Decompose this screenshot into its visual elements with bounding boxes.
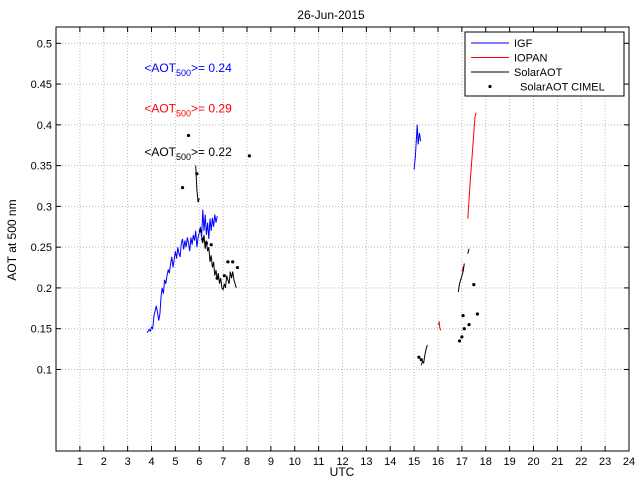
cimel-point xyxy=(461,314,465,318)
x-tick-label: 23 xyxy=(599,456,611,468)
x-tick-label: 7 xyxy=(220,456,226,468)
x-tick-label: 1 xyxy=(77,456,83,468)
x-axis-label: UTC xyxy=(330,465,355,479)
legend: IGF IOPAN SolarAOT SolarAOT CIMEL xyxy=(464,31,625,97)
x-tick-label: 6 xyxy=(196,456,202,468)
x-tick-label: 3 xyxy=(125,456,131,468)
legend-label-iopan: IOPAN xyxy=(514,53,547,65)
mean-aot-annotation: <AOT500>= 0.22 xyxy=(144,145,232,162)
cimel-point xyxy=(186,133,191,138)
annotations: <AOT500>= 0.24 <AOT500>= 0.29 <AOT500>= 0.… xyxy=(144,61,232,162)
series-line-iopan xyxy=(467,112,477,219)
legend-swatch-solaraot-cimel xyxy=(488,84,492,89)
cimel-point xyxy=(475,312,479,316)
x-tick-label: 17 xyxy=(456,456,468,468)
data-layer xyxy=(146,112,479,366)
x-tick-label: 16 xyxy=(432,456,444,468)
y-tick-label: 0.1 xyxy=(37,364,52,376)
cimel-point xyxy=(198,229,203,233)
y-tick-label: 0.45 xyxy=(31,79,52,91)
legend-label-solaraot: SolarAOT xyxy=(514,67,563,79)
cimel-point xyxy=(222,274,226,278)
series-line-igf xyxy=(413,124,422,170)
y-tick-label: 0.5 xyxy=(37,38,52,50)
x-tick-label: 4 xyxy=(148,456,154,468)
x-tick-label: 24 xyxy=(623,456,635,468)
x-tick-label: 20 xyxy=(527,456,539,468)
y-tick-label: 0.15 xyxy=(31,324,52,336)
mean-aot-annotation: <AOT500>= 0.24 xyxy=(144,61,232,78)
cimel-point xyxy=(460,335,464,339)
y-axis-label: AOT at 500 nm xyxy=(5,199,19,280)
y-tick-label: 0.35 xyxy=(31,161,52,173)
y-tick-label: 0.3 xyxy=(37,201,52,213)
cimel-point xyxy=(204,241,209,245)
mean-aot-annotation: <AOT500>= 0.29 xyxy=(144,102,232,119)
cimel-point xyxy=(235,265,240,270)
cimel-point xyxy=(467,323,471,327)
cimel-point xyxy=(195,172,199,176)
x-tick-label: 2 xyxy=(101,456,107,468)
cimel-point xyxy=(419,358,423,362)
cimel-point xyxy=(226,260,230,264)
cimel-point xyxy=(472,283,476,287)
x-tick-label: 12 xyxy=(336,456,348,468)
series-line-solaraot xyxy=(420,344,428,366)
series-line-iopan xyxy=(437,320,442,331)
x-tick-label: 13 xyxy=(360,456,372,468)
series-line-solaraot xyxy=(457,263,465,293)
x-tick-label: 10 xyxy=(289,456,301,468)
cimel-point xyxy=(457,339,462,343)
cimel-point xyxy=(417,355,421,359)
x-tick-label: 19 xyxy=(504,456,516,468)
x-tick-label: 9 xyxy=(268,456,274,468)
cimel-point xyxy=(215,276,219,280)
series-line-igf xyxy=(146,209,218,334)
y-tick-label: 0.4 xyxy=(37,120,52,132)
x-tick-label: 15 xyxy=(408,456,420,468)
chart-title: 26-Jun-2015 xyxy=(297,8,365,22)
cimel-point xyxy=(201,237,205,241)
series-line-solaraot xyxy=(195,165,200,203)
cimel-point xyxy=(209,243,213,247)
y-tick-label: 0.2 xyxy=(37,283,52,295)
series-line-solaraot xyxy=(201,234,237,291)
x-tick-label: 14 xyxy=(384,456,396,468)
x-tick-label: 5 xyxy=(172,456,178,468)
x-tick-label: 21 xyxy=(551,456,563,468)
ticks: 1 2 3 4 5 6 7 8 9 10 11 12 13 14 15 16 17 18 19 20 21 22 23 240… xyxy=(31,27,635,468)
series-line-solaraot xyxy=(467,248,470,254)
x-tick-label: 8 xyxy=(244,456,250,468)
x-tick-label: 18 xyxy=(480,456,492,468)
x-tick-label: 11 xyxy=(313,456,324,468)
x-tick-label: 22 xyxy=(575,456,587,468)
cimel-point xyxy=(462,327,466,331)
legend-label-solaraot-cimel: SolarAOT CIMEL xyxy=(520,82,605,94)
plot-area xyxy=(56,27,629,451)
y-tick-label: 0.25 xyxy=(31,242,52,254)
cimel-point xyxy=(180,186,185,190)
legend-label-igf: IGF xyxy=(514,38,533,50)
cimel-point xyxy=(247,154,251,158)
cimel-point xyxy=(231,260,235,264)
